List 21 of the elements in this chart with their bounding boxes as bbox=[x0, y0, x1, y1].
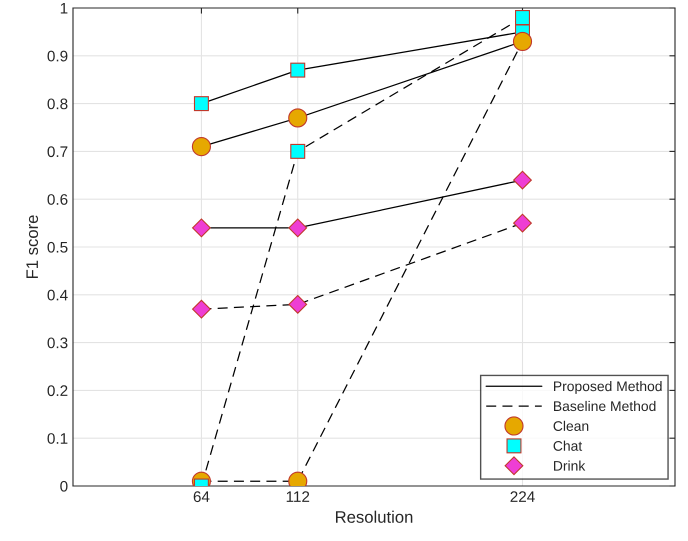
y-tick-label: 0.6 bbox=[48, 194, 68, 205]
y-tick-label: 0.2 bbox=[48, 385, 68, 396]
y-tick-label: 0.3 bbox=[48, 337, 68, 348]
y-axis-title: F1 score bbox=[26, 215, 38, 278]
x-tick-label: 112 bbox=[286, 491, 310, 502]
y-tick-label: 0.1 bbox=[48, 433, 68, 444]
y-tick-label: 0.7 bbox=[48, 146, 68, 158]
legend-label: Chat bbox=[554, 440, 582, 451]
x-axis-title: Resolution bbox=[336, 510, 412, 523]
y-tick-label: 0.9 bbox=[48, 50, 68, 62]
legend-label: Proposed Method bbox=[554, 380, 662, 394]
legend-label: Drink bbox=[554, 460, 586, 471]
x-tick-label: 224 bbox=[510, 491, 535, 502]
y-tick-label: 0.5 bbox=[48, 242, 68, 253]
y-tick-label: 0.8 bbox=[48, 98, 68, 110]
y-tick-label: 1 bbox=[60, 3, 68, 14]
x-tick-label: 64 bbox=[194, 491, 210, 502]
legend-label: Clean bbox=[554, 420, 588, 431]
legend-label: Baseline Method bbox=[554, 400, 656, 412]
y-tick-label: 0 bbox=[60, 480, 68, 492]
y-tick-label: 0.4 bbox=[48, 290, 68, 300]
